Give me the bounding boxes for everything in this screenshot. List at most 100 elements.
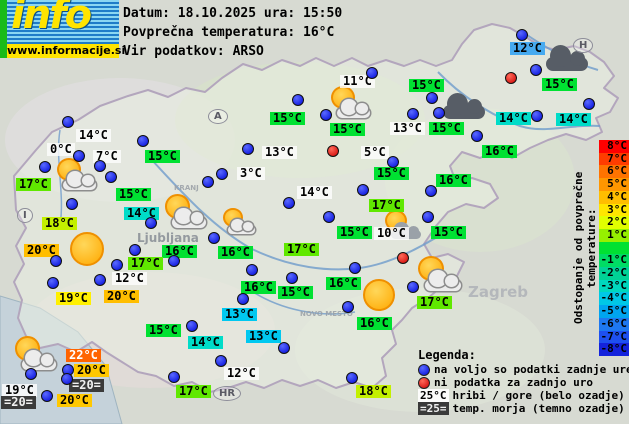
temperature-label: 20°C xyxy=(24,244,59,257)
header-date-line: Datum: 18.10.2025 ura: 15:50 xyxy=(123,6,343,21)
station-dot-data-available xyxy=(320,109,332,121)
temperature-label: 13°C xyxy=(222,308,257,321)
station-dot-data-available xyxy=(292,94,304,106)
scale-band: 6°C xyxy=(599,165,629,179)
temperature-label: 15°C xyxy=(542,78,577,91)
country-code-a: A xyxy=(208,109,228,124)
temperature-label: 14°C xyxy=(188,336,223,349)
legend-item-label: ni podatka za zadnjo uro xyxy=(434,376,593,389)
station-dot-data-available xyxy=(61,373,73,385)
temperature-label: 3°C xyxy=(237,167,265,180)
temperature-label: 16°C xyxy=(482,145,517,158)
temperature-label: 16°C xyxy=(326,277,361,290)
temperature-label: 20°C xyxy=(104,290,139,303)
scale-band: -8°C xyxy=(599,343,629,356)
station-dot-data-available xyxy=(39,161,51,173)
scale-band: -3°C xyxy=(599,279,629,293)
dark-cloud-icon xyxy=(441,90,487,123)
station-dot-data-available xyxy=(66,198,78,210)
legend-box: Legenda: na voljo so podatki zadnje ure n… xyxy=(418,348,629,415)
city-label: NOVO MESTO xyxy=(300,310,353,318)
temperature-label: 16°C xyxy=(241,281,276,294)
temperature-label: 13°C xyxy=(246,330,281,343)
temperature-label: 15°C xyxy=(409,79,444,92)
blue-dot-icon xyxy=(418,363,430,376)
temperature-label: 17°C xyxy=(284,243,319,256)
station-dot-data-available xyxy=(283,197,295,209)
partly-cloudy-icon xyxy=(330,86,376,119)
station-dot-data-available xyxy=(94,274,106,286)
temperature-label: 14°C xyxy=(496,112,531,125)
station-dot-data-available xyxy=(407,281,419,293)
station-dot-data-available xyxy=(422,211,434,223)
partly-cloudy-icon xyxy=(164,194,212,229)
temperature-label: 13°C xyxy=(262,146,297,159)
temperature-label: 18°C xyxy=(42,217,77,230)
temperature-label: 12°C xyxy=(510,42,545,55)
temperature-label: =20= xyxy=(1,396,36,409)
temperature-label: 13°C xyxy=(390,122,425,135)
station-dot-data-available xyxy=(286,272,298,284)
partly-cloudy-icon xyxy=(222,208,260,235)
station-dot-data-available xyxy=(433,107,445,119)
logo-stripes: info xyxy=(7,0,119,44)
station-dot-data-available xyxy=(47,277,59,289)
temperature-label: 15°C xyxy=(116,188,151,201)
station-dot-data-available xyxy=(407,108,419,120)
scale-band: 2°C xyxy=(599,216,629,229)
sun-icon xyxy=(363,279,395,311)
legend-title: Legenda: xyxy=(418,348,476,362)
temperature-label: 20°C xyxy=(57,394,92,407)
temperature-label: 17°C xyxy=(369,199,404,212)
scale-band: 1°C xyxy=(599,228,629,242)
country-code-i: I xyxy=(17,208,33,223)
temperature-label: 14°C xyxy=(297,186,332,199)
temperature-label: 20°C xyxy=(74,364,109,377)
mountain-sample: 25°C xyxy=(418,389,449,402)
station-dot-data-available xyxy=(346,372,358,384)
station-dot-data-available xyxy=(50,255,62,267)
city-label: Zagreb xyxy=(468,283,529,301)
site-logo[interactable]: info www.informacije.si xyxy=(0,0,126,58)
station-dot-data-available xyxy=(129,244,141,256)
temperature-label: 11°C xyxy=(340,75,375,88)
station-dot-data-available xyxy=(425,185,437,197)
temperature-deviation-scale: 8°C 7°C 6°C 5°C 4°C 3°C 2°C 1°C -1°C -2°C -3°C -4°C… xyxy=(599,140,629,356)
temperature-label: 0°C xyxy=(47,143,75,156)
logo-url-link[interactable]: www.informacije.si xyxy=(7,44,126,58)
temperature-label: 16°C xyxy=(162,245,197,258)
station-dot-data-available xyxy=(41,390,53,402)
legend-item: na voljo so podatki zadnje ure xyxy=(418,363,629,376)
temperature-label: 15°C xyxy=(270,112,305,125)
station-dot-data-available xyxy=(186,320,198,332)
station-dot-data-available xyxy=(25,368,37,380)
station-dot-data-available xyxy=(357,184,369,196)
temperature-label: =20= xyxy=(69,379,104,392)
temperature-label: 16°C xyxy=(436,174,471,187)
temperature-label: 14°C xyxy=(556,113,591,126)
temperature-label: 15°C xyxy=(337,226,372,239)
station-dot-no-data xyxy=(327,145,339,157)
temperature-label: 15°C xyxy=(431,226,466,239)
temperature-label: 17°C xyxy=(128,257,163,270)
station-dot-data-available xyxy=(137,135,149,147)
temperature-label: 15°C xyxy=(146,324,181,337)
temperature-label: 18°C xyxy=(356,385,391,398)
station-dot-data-available xyxy=(168,255,180,267)
temperature-label: 17°C xyxy=(16,178,51,191)
scale-band: -1°C xyxy=(599,254,629,268)
scale-band: -4°C xyxy=(599,292,629,306)
station-dot-data-available xyxy=(215,355,227,367)
red-dot-icon xyxy=(418,376,430,389)
legend-item-label: na voljo so podatki zadnje ure xyxy=(434,363,629,376)
header-avg-line: Povprečna temperatura: 16°C xyxy=(123,25,335,40)
temperature-label: 19°C xyxy=(2,384,37,397)
station-dot-data-available xyxy=(237,293,249,305)
temperature-label: 15°C xyxy=(429,122,464,135)
temperature-label: 10°C xyxy=(374,227,409,240)
station-dot-data-available xyxy=(387,156,399,168)
scale-band: 3°C xyxy=(599,203,629,217)
dark-cloud-icon xyxy=(544,42,590,75)
sun-icon xyxy=(70,232,104,266)
